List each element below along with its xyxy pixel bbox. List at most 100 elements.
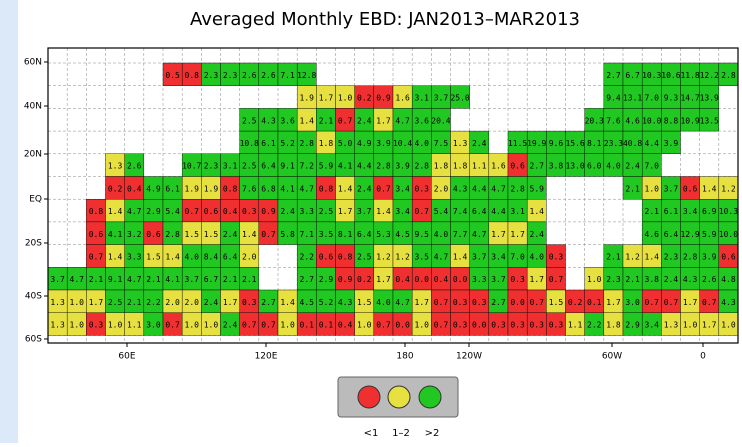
cell-value: 19.9 [527, 139, 546, 148]
cell-value: 10.0 [719, 230, 738, 239]
cell-value: 3.7 [185, 275, 200, 284]
cell-value: 5.9 [319, 162, 334, 171]
cell-value: 1.0 [721, 321, 736, 330]
cell-value: 2.2 [300, 252, 315, 261]
cell-value: 10.6 [661, 71, 680, 80]
cell-value: 1.7 [683, 298, 698, 307]
cell-value: 0.4 [127, 184, 142, 193]
cell-value: 0.8 [89, 207, 104, 216]
cell-value: 1.4 [702, 184, 717, 193]
cell-value: 0.7 [261, 321, 276, 330]
cell [450, 85, 470, 109]
lon-label: 120W [456, 352, 482, 362]
cell-value: 2.6 [242, 71, 257, 80]
cell-value: 10.4 [393, 139, 412, 148]
cell-value: 2.8 [683, 252, 698, 261]
cell-value: 2.8 [721, 71, 736, 80]
cell-value: 1.0 [338, 94, 353, 103]
cell-value: 3.7 [472, 252, 487, 261]
cell-value: 0.6 [146, 230, 161, 239]
cell-value: 2.8 [376, 162, 391, 171]
cell-value: 6.7 [625, 71, 640, 80]
cell-value: 1.8 [453, 162, 468, 171]
legend-label: 1–2 [392, 428, 410, 439]
cell-value: 1.7 [338, 207, 353, 216]
cell-value: 0.4 [434, 275, 449, 284]
cell-value: 20.4 [431, 116, 450, 125]
cell-value: 4.1 [108, 230, 123, 239]
cell-value: 0.7 [415, 207, 430, 216]
cell-value: 3.0 [146, 321, 161, 330]
cell-value: 0.7 [664, 298, 679, 307]
cell-value: 0.7 [89, 252, 104, 261]
cell [699, 108, 720, 132]
cell-value: 3.6 [280, 116, 295, 125]
cell-value: 2.5 [108, 298, 123, 307]
cell-value: 0.7 [549, 275, 564, 284]
cell-value: 3.3 [127, 252, 142, 261]
cell-value: 0.6 [89, 230, 104, 239]
cell-value: 5.9 [702, 230, 717, 239]
cell-value: 3.0 [625, 298, 640, 307]
cell-value: 0.5 [165, 71, 180, 80]
cell-value: 10.8 [240, 139, 259, 148]
cell-value: 4.7 [472, 230, 487, 239]
cell-value: 2.1 [242, 275, 257, 284]
cell-value: 1.1 [472, 162, 487, 171]
cell-value: 23.3 [604, 139, 623, 148]
cell-value: 4.3 [261, 116, 276, 125]
cell-value: 1.7 [530, 275, 545, 284]
cell-value: 0.3 [472, 298, 487, 307]
cell-value: 7.7 [453, 230, 468, 239]
cell-value: 4.0 [185, 252, 200, 261]
cell-value: 4.1 [280, 184, 295, 193]
cell-value: 2.0 [434, 184, 449, 193]
cell-value: 4.3 [338, 298, 353, 307]
cell-value: 7.1 [300, 230, 315, 239]
cell-value: 1.0 [204, 321, 219, 330]
cell-value: 0.7 [376, 184, 391, 193]
cell-value: 13.0 [565, 162, 584, 171]
cell-value: 10.3 [719, 207, 738, 216]
cell-value: 2.7 [530, 162, 545, 171]
cell-value: 6.8 [261, 184, 276, 193]
cell-value: 0.3 [549, 321, 564, 330]
cell-value: 2.1 [127, 298, 142, 307]
cell-value: 1.3 [108, 162, 123, 171]
lon-label: 60E [118, 352, 135, 362]
cell-value: 4.7 [491, 184, 506, 193]
cell-value: 3.8 [645, 275, 660, 284]
cell-value: 2.7 [300, 275, 315, 284]
cell-value: 3.4 [395, 207, 410, 216]
legend-label: <1 [364, 428, 379, 439]
cell-value: 10.0 [642, 116, 661, 125]
cell-value: 2.2 [146, 298, 161, 307]
cell-value: 1.3 [664, 321, 679, 330]
cell-value: 1.4 [376, 207, 391, 216]
cell-value: 7.4 [453, 207, 468, 216]
cell-value: 1.0 [645, 184, 660, 193]
cell-value: 0.2 [108, 184, 123, 193]
map-title: Averaged Monthly EBD: JAN2013–MAR2013 [190, 9, 580, 30]
lat-label: 40N [24, 102, 42, 112]
cell-value: 2.3 [204, 162, 219, 171]
cell-value: 0.7 [185, 207, 200, 216]
cell-value: 0.3 [530, 321, 545, 330]
cell-value: 9.4 [606, 94, 621, 103]
cell-value: 0.3 [510, 321, 525, 330]
cell-value: 7.6 [242, 184, 257, 193]
cell-value: 3.7 [664, 184, 679, 193]
cell-value: 7.1 [280, 71, 295, 80]
cell-value: 2.8 [415, 162, 430, 171]
cell-value: 12.9 [680, 230, 699, 239]
cell-value: 4.7 [127, 275, 142, 284]
cell-value: 4.4 [491, 207, 506, 216]
cell-value: 1.8 [606, 321, 621, 330]
cell-value: 1.7 [319, 94, 334, 103]
cell-value: 0.3 [549, 252, 564, 261]
cell-value: 2.4 [664, 275, 679, 284]
cell-value: 2.8 [510, 184, 525, 193]
cell-value: 40.8 [623, 139, 642, 148]
lat-label: 20N [24, 150, 42, 160]
